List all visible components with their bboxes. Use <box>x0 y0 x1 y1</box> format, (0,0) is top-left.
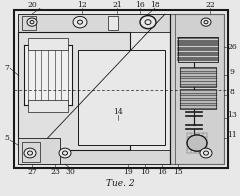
Text: 12: 12 <box>77 1 87 9</box>
Bar <box>18 32 130 150</box>
Text: 22: 22 <box>205 1 215 9</box>
Bar <box>22 16 36 30</box>
Text: 23: 23 <box>50 168 60 176</box>
Text: 27: 27 <box>27 168 37 176</box>
Bar <box>28 100 68 112</box>
Text: 11: 11 <box>227 131 237 139</box>
Circle shape <box>187 135 207 151</box>
Bar <box>108 16 118 30</box>
Circle shape <box>140 16 156 29</box>
Text: 14: 14 <box>113 108 123 116</box>
Text: 10: 10 <box>140 168 150 176</box>
Text: 21: 21 <box>112 1 122 9</box>
Bar <box>24 45 72 105</box>
Text: 7: 7 <box>5 64 9 72</box>
Text: Τие. 2: Τие. 2 <box>106 179 134 188</box>
Text: 13: 13 <box>227 111 237 119</box>
Bar <box>18 14 224 32</box>
Bar <box>180 89 216 109</box>
Circle shape <box>24 148 36 158</box>
Text: 15: 15 <box>173 168 183 176</box>
Circle shape <box>200 148 212 158</box>
Bar <box>18 138 60 164</box>
Text: 26: 26 <box>227 43 237 51</box>
Bar <box>78 50 165 145</box>
Text: 5: 5 <box>5 134 9 142</box>
Text: 20: 20 <box>27 1 37 9</box>
Bar <box>178 37 218 62</box>
Circle shape <box>59 148 71 158</box>
Text: 16: 16 <box>135 1 145 9</box>
Bar <box>28 38 68 50</box>
Text: 30: 30 <box>65 168 75 176</box>
Text: 16: 16 <box>157 168 167 176</box>
Text: 9: 9 <box>230 68 234 76</box>
Circle shape <box>27 18 37 26</box>
Bar <box>22 142 40 162</box>
Text: 19: 19 <box>123 168 133 176</box>
Circle shape <box>73 16 87 28</box>
Bar <box>170 14 224 164</box>
Bar <box>18 150 224 164</box>
Bar <box>198 16 214 30</box>
Circle shape <box>201 18 211 26</box>
Bar <box>180 67 216 87</box>
Text: 8: 8 <box>230 88 234 96</box>
Bar <box>18 14 224 164</box>
Bar <box>170 14 224 164</box>
Bar <box>14 10 228 168</box>
Text: 18: 18 <box>150 1 160 9</box>
